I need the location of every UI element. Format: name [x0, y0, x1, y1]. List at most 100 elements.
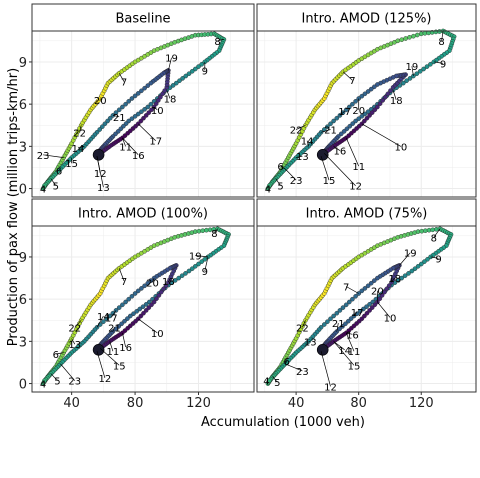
data-point: [346, 299, 352, 305]
data-point: [388, 88, 393, 93]
data-point: [356, 116, 362, 121]
x-tick-label: 80: [350, 396, 367, 411]
panel-border: [31, 225, 255, 393]
hour-label: 7: [349, 76, 355, 87]
leader-line: [118, 268, 125, 282]
x-tick-label: 120: [186, 396, 211, 411]
data-point: [350, 121, 356, 126]
data-point: [414, 71, 420, 76]
hour-label: 4: [265, 185, 271, 196]
leader-line: [74, 320, 82, 328]
data-point: [412, 266, 418, 272]
data-point: [400, 80, 406, 86]
data-point: [145, 104, 151, 110]
leader-line: [342, 71, 353, 81]
leader-line: [60, 363, 76, 381]
data-point: [341, 129, 347, 134]
hour-label: 20: [352, 106, 365, 117]
y-tick-label: 9: [19, 56, 27, 71]
hour-label: 20: [146, 278, 159, 289]
data-point: [359, 288, 365, 294]
leader-line: [71, 338, 76, 345]
data-point: [120, 104, 125, 110]
y-tick-labels: 0 3 6 9 0 3 6 9: [19, 56, 32, 393]
hour-label: 7: [121, 78, 127, 89]
leader-line: [77, 146, 85, 149]
leader-line: [109, 341, 114, 352]
data-point: [369, 110, 375, 115]
leader-line: [275, 178, 281, 186]
data-point: [119, 321, 124, 327]
data-point: [139, 88, 144, 94]
hour-label: 10: [384, 313, 397, 324]
data-point: [161, 286, 166, 292]
data-point: [202, 256, 208, 262]
data-point: [367, 301, 372, 307]
leader-line: [411, 66, 414, 77]
data-point: [163, 283, 169, 288]
hour-label: 15: [113, 361, 126, 372]
data-points: [40, 226, 231, 386]
data-point: [189, 266, 195, 272]
leader-line: [112, 327, 115, 332]
data-point: [143, 301, 149, 307]
hour-label: 16: [132, 151, 145, 162]
leader-line: [306, 140, 309, 147]
data-point: [428, 62, 433, 67]
leader-line: [118, 73, 125, 82]
data-point: [139, 109, 144, 114]
data-point: [149, 107, 154, 113]
data-point: [148, 80, 154, 86]
data-point: [362, 111, 368, 117]
leader-line: [296, 155, 303, 158]
hour-label: 11: [352, 162, 365, 173]
leader-line: [336, 323, 339, 332]
data-point: [97, 127, 102, 132]
y-tick-label: 6: [19, 98, 27, 113]
panel-strip: [256, 198, 477, 227]
data-point: [328, 316, 333, 322]
y-tick-label: 3: [19, 140, 27, 155]
hour-label: 14: [301, 137, 314, 148]
data-point: [135, 288, 141, 294]
data-point: [350, 101, 355, 107]
hour-label: 6: [284, 357, 290, 368]
hour-label: 9: [435, 254, 441, 265]
data-point: [101, 319, 106, 325]
cluster-marker: [316, 149, 329, 161]
hour-label: 9: [440, 59, 446, 70]
data-point: [107, 115, 113, 121]
hour-label: 16: [119, 343, 132, 354]
hour-annotations: 4 5 6 7 8 9 10 11 12 13 14 15 16 17 18 19 20 21 22 23: [40, 228, 218, 391]
data-point: [146, 110, 152, 115]
data-point: [337, 308, 343, 313]
leader-line: [377, 301, 391, 318]
panel-title: Intro. AMOD (125%): [301, 12, 431, 27]
leader-line: [320, 156, 330, 181]
hour-label: 13: [68, 340, 81, 351]
hour-label: 15: [348, 361, 361, 372]
data-point: [418, 261, 424, 267]
y-tick-label: 3: [19, 335, 27, 350]
hour-label: 22: [68, 323, 81, 334]
data-point: [141, 115, 146, 121]
data-point: [367, 113, 372, 118]
data-point: [142, 85, 147, 91]
hour-label: 17: [105, 313, 118, 324]
leader-line: [204, 256, 209, 272]
hour-label: 8: [214, 37, 220, 48]
hour-label: 22: [290, 126, 303, 137]
leader-line: [96, 156, 104, 188]
data-point: [129, 96, 135, 101]
data-point: [142, 283, 147, 289]
leader-line: [166, 89, 171, 99]
data-point: [417, 69, 423, 74]
leader-line: [392, 89, 397, 101]
data-point: [113, 110, 119, 115]
leader-line: [433, 61, 444, 64]
hour-label: 19: [406, 62, 419, 73]
data-point: [346, 104, 352, 110]
hour-label: 18: [164, 95, 177, 106]
hour-label: 8: [211, 229, 217, 240]
data-point: [158, 94, 163, 100]
